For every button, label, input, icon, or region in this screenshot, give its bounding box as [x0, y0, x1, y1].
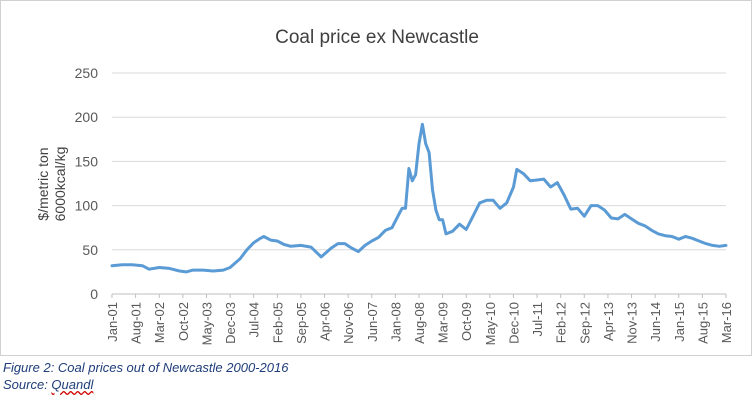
- y-tick-label: 0: [90, 286, 98, 302]
- y-axis-label-line2: 6000kcal/kg: [52, 147, 68, 222]
- x-tick-label: Jul-04: [247, 302, 262, 337]
- x-tick-label: Mar-02: [152, 302, 167, 343]
- y-tick-label: 150: [75, 153, 99, 169]
- x-tick-label: Jan-01: [105, 302, 120, 342]
- x-tick-label: May-03: [199, 302, 214, 345]
- x-tick-label: Dec-03: [223, 302, 238, 344]
- x-tick-label: Feb-05: [270, 302, 285, 343]
- y-axis-ticks: 0 50 100 150 200 250: [75, 65, 99, 302]
- y-tick-label: 250: [75, 65, 99, 81]
- x-tick-label: Jan-15: [672, 302, 687, 342]
- x-tick-label: Apr-06: [318, 302, 333, 341]
- gridlines: [112, 72, 726, 295]
- chart-title: Coal price ex Newcastle: [275, 27, 479, 48]
- series-line-coal-price: [110, 122, 728, 274]
- source-prefix: Source:: [3, 377, 52, 392]
- x-tick-label: Aug-15: [695, 302, 710, 344]
- x-tick-label: Apr-13: [601, 302, 616, 341]
- x-tick-label: Oct-02: [176, 302, 191, 341]
- x-tick-label: Sep-05: [294, 302, 309, 344]
- x-tick-label: Jun-14: [648, 302, 663, 342]
- x-tick-label: Oct-09: [459, 302, 474, 341]
- y-axis-label-line1: $/metric ton: [35, 147, 51, 220]
- chart-frame: Coal price ex Newcastle 0 50 100 150 200 250 …: [0, 0, 752, 356]
- x-tick-label: Nov-06: [341, 302, 356, 344]
- x-tick-label: Jun-07: [365, 302, 380, 342]
- x-tick-label: Dec-10: [506, 302, 521, 344]
- chart-canvas: Coal price ex Newcastle 050100150200250 …: [35, 27, 734, 345]
- y-tick-label: 50: [82, 242, 98, 258]
- x-tick-label: Feb-12: [554, 302, 569, 343]
- x-tick-label: Aug-08: [412, 302, 427, 344]
- figure-source: Source: Quandl: [3, 377, 93, 393]
- figure-caption: Figure 2: Coal prices out of Newcastle 2…: [3, 360, 289, 375]
- source-link[interactable]: Quandl: [51, 377, 94, 392]
- x-tick-label: Aug-01: [129, 302, 144, 344]
- x-tick-label: Nov-13: [625, 302, 640, 344]
- x-tick-label: Jan-08: [388, 302, 403, 342]
- x-axis-ticks: Jan-01 Aug-01 Mar-02 Oct-02 May-03 Dec-03 Jul-…: [105, 294, 734, 345]
- x-tick-label: May-10: [483, 302, 498, 345]
- x-tick-label: Jul-11: [530, 302, 545, 336]
- x-tick-label: Mar-09: [436, 302, 451, 343]
- y-tick-label: 100: [75, 198, 99, 214]
- x-tick-label: Mar-16: [719, 302, 734, 343]
- y-tick-label: 200: [75, 109, 99, 125]
- x-tick-label: Sep-12: [577, 302, 592, 344]
